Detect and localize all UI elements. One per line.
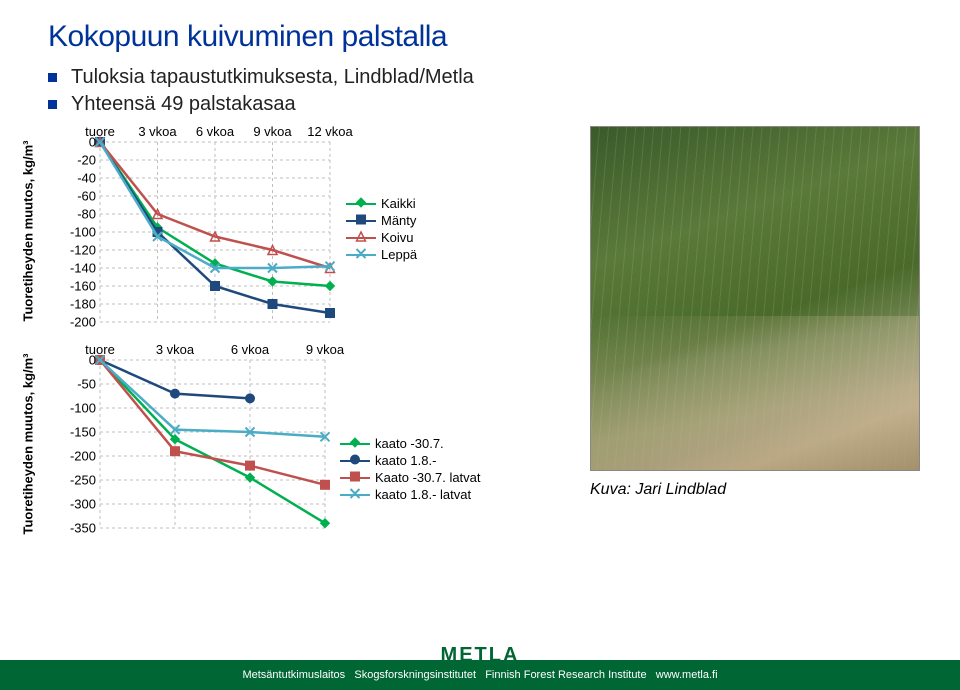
photo-caption: Kuva: Jari Lindblad — [590, 481, 920, 499]
photo-forest — [590, 126, 920, 471]
chart2: tuore3 vkoa6 vkoa9 vkoa0-50-100-150-200-… — [50, 344, 470, 544]
bullet-icon — [48, 100, 57, 109]
bullet-text: Tuloksia tapaustutkimuksesta, Lindblad/M… — [71, 66, 474, 89]
chart2-ylabel: Tuoretiheyden muutos, kg/m³ — [21, 353, 36, 534]
footer-text-sv: Skogsforskningsinstitutet — [354, 669, 476, 681]
bullet-item: Tuloksia tapaustutkimuksesta, Lindblad/M… — [48, 66, 920, 89]
photo-column: Kuva: Jari Lindblad — [580, 126, 920, 552]
chart1-ylabel: Tuoretiheyden muutos, kg/m³ — [21, 140, 36, 321]
page-title: Kokopuun kuivuminen palstalla — [48, 20, 920, 54]
footer-bar: Metsäntutkimuslaitos Skogsforskningsinst… — [0, 660, 960, 690]
chart2-wrap: Tuoretiheyden muutos, kg/m³ tuore3 vkoa6… — [50, 344, 580, 544]
bullet-list: Tuloksia tapaustutkimuksesta, Lindblad/M… — [48, 66, 920, 116]
bullet-item: Yhteensä 49 palstakasaa — [48, 93, 920, 116]
footer-text-fi: Metsäntutkimuslaitos — [242, 669, 345, 681]
charts-column: Tuoretiheyden muutos, kg/m³ tuore3 vkoa6… — [40, 126, 580, 552]
chart1: tuore3 vkoa6 vkoa9 vkoa12 vkoa0-20-40-60… — [50, 126, 440, 336]
bullet-icon — [48, 73, 57, 82]
footer-url: www.metla.fi — [656, 669, 718, 681]
chart1-wrap: Tuoretiheyden muutos, kg/m³ tuore3 vkoa6… — [50, 126, 580, 336]
bullet-text: Yhteensä 49 palstakasaa — [71, 93, 296, 116]
footer-text-en: Finnish Forest Research Institute — [485, 669, 646, 681]
